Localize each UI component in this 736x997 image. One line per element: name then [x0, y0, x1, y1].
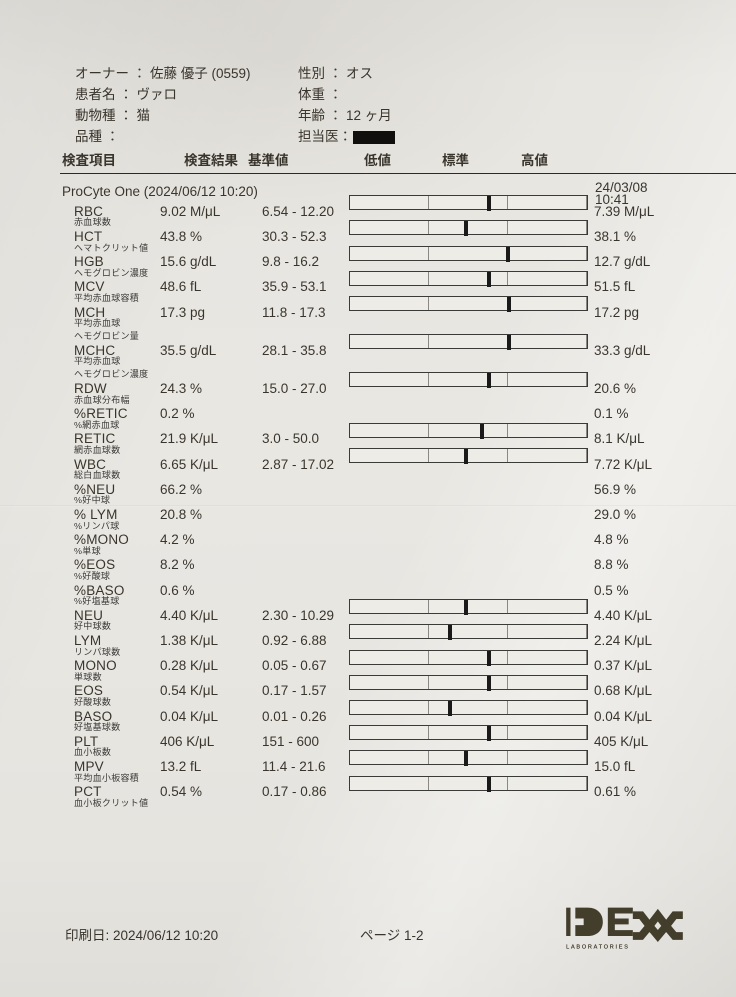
svg-text:LABORATORIES: LABORATORIES — [566, 944, 629, 951]
